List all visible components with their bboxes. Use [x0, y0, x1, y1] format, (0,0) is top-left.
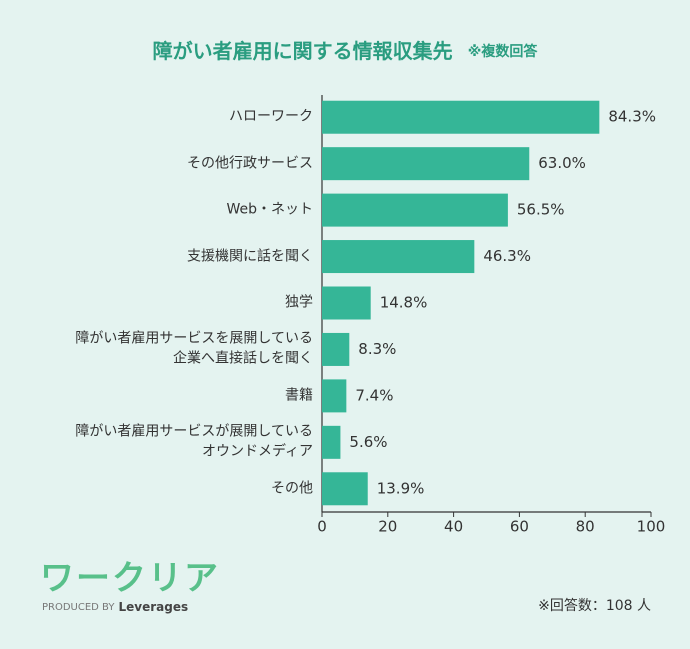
x-tick-label: 40: [444, 518, 463, 536]
produced-by-text: PRODUCED BY: [42, 602, 115, 613]
bar: [322, 425, 341, 459]
y-tick-label: その他行政サービス: [187, 155, 313, 171]
value-label: 63.0%: [538, 154, 586, 172]
y-tick-label: ハローワーク: [229, 108, 313, 125]
value-label: 8.3%: [358, 340, 396, 358]
bar: [322, 379, 347, 413]
value-label: 14.8%: [380, 294, 428, 312]
x-tick-label: 20: [378, 518, 397, 536]
bar: [322, 240, 475, 274]
y-tick-label: 障がい者雇用サービスが展開している オウンドメディア: [75, 424, 313, 460]
y-tick-label: 独学: [285, 294, 313, 311]
value-label: 5.6%: [349, 433, 387, 451]
produced-by: PRODUCED BY Leverages: [42, 600, 188, 614]
x-tick-label: 0: [317, 518, 327, 536]
bar: [322, 472, 368, 506]
y-tick-label: 障がい者雇用サービスを展開している 企業へ直接話しを聞く: [75, 331, 313, 367]
x-tick-label: 100: [637, 518, 666, 536]
chart-subtitle: ※複数回答: [468, 43, 539, 60]
value-label: 46.3%: [483, 247, 531, 265]
value-label: 13.9%: [377, 479, 425, 497]
value-label: 84.3%: [608, 108, 656, 126]
x-tick-label: 80: [576, 518, 595, 536]
y-tick-label: Web・ネット: [226, 201, 313, 218]
bar: [322, 193, 508, 227]
logo: ワークリア: [40, 559, 220, 599]
bar: [322, 147, 530, 181]
y-tick-label: 書籍: [285, 387, 313, 404]
value-label: 56.5%: [517, 201, 565, 219]
chart-title: 障がい者雇用に関する情報収集先: [153, 39, 453, 63]
bar: [322, 286, 371, 320]
bar: [322, 100, 600, 134]
value-label: 7.4%: [355, 386, 393, 404]
x-tick-label: 60: [510, 518, 529, 536]
title-group: 障がい者雇用に関する情報収集先 ※複数回答: [153, 39, 539, 63]
bar: [322, 332, 350, 366]
y-tick-label: その他: [271, 480, 313, 497]
note: ※回答数：108 人: [538, 597, 651, 614]
y-tick-label: 支援機関に話を聞く: [187, 247, 313, 264]
brand: Leverages: [118, 600, 188, 614]
